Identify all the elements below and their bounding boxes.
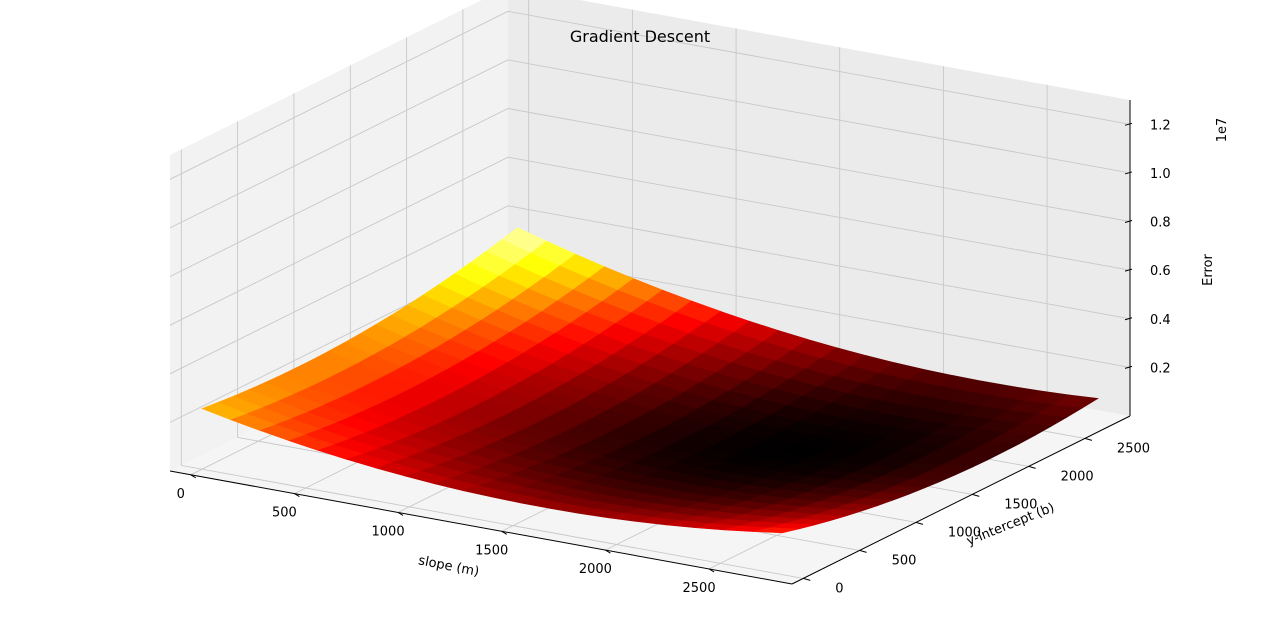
z-tick-mark xyxy=(1124,220,1133,224)
x-tick-mark xyxy=(397,512,404,516)
y-tick-label: 0 xyxy=(835,581,843,596)
left-pane xyxy=(170,0,508,471)
tick-labels: 0 500 1000 1500 2000 2500 0 500 1000 1500 2000 2500… xyxy=(177,118,1171,596)
x-tick-mark xyxy=(708,568,715,573)
z-gridline xyxy=(169,205,1131,375)
y-tick-label: 1000 xyxy=(948,525,981,540)
x-tick-label: 2500 xyxy=(683,581,716,596)
x-tick-label: 1500 xyxy=(475,543,508,558)
z-tick-label: 0.8 xyxy=(1150,216,1171,231)
error-surface xyxy=(201,227,1099,534)
z-tick-mark xyxy=(1124,122,1133,126)
x-tick-label: 0 xyxy=(177,487,185,502)
y-tick-label: 2000 xyxy=(1061,469,1094,484)
x-tick-mark xyxy=(294,493,300,498)
z-tick-mark xyxy=(1124,268,1133,272)
y-tick-label: 1500 xyxy=(1004,497,1037,512)
z-tick-label: 0.2 xyxy=(1150,361,1171,376)
y-tick-mark xyxy=(972,493,980,497)
y-tick-mark xyxy=(1084,437,1093,441)
y-tick-mark xyxy=(1028,465,1036,469)
z-tick-label: 0.6 xyxy=(1150,264,1171,279)
x-tick-mark xyxy=(501,530,507,535)
x-tick-mark xyxy=(605,549,611,554)
z-gridline xyxy=(169,156,1131,326)
y-tick-label: 2500 xyxy=(1117,441,1150,456)
z-gridline xyxy=(169,59,1131,229)
chart-title: Gradient Descent xyxy=(570,27,710,46)
z-gridline xyxy=(169,10,1131,180)
z-tick-label: 1.0 xyxy=(1150,167,1171,182)
z-gridline xyxy=(169,108,1131,277)
y-tick-mark xyxy=(803,577,811,581)
y-tick-mark xyxy=(915,521,924,525)
x-tick-label: 500 xyxy=(272,506,297,521)
x-tick-label: 1000 xyxy=(372,524,405,539)
z-tick-mark xyxy=(1124,365,1133,369)
surface-facet xyxy=(753,527,799,534)
y-gridline xyxy=(180,149,804,579)
x-tick-label: 2000 xyxy=(579,562,612,577)
y-tick-label: 500 xyxy=(892,553,917,568)
z-axis-offset-label: 1e7 xyxy=(1215,118,1230,143)
z-tick-label: 1.2 xyxy=(1150,118,1171,133)
y-tick-mark xyxy=(859,549,867,553)
z-axis-label: Error xyxy=(1201,254,1216,286)
x-axis-line xyxy=(169,470,793,585)
z-tick-mark xyxy=(1124,171,1133,175)
y-axis-line xyxy=(791,415,1131,585)
axis-lines xyxy=(169,100,1131,585)
z-tick-label: 0.4 xyxy=(1150,313,1171,328)
x-axis-label: slope (m) xyxy=(417,553,480,579)
z-tick-mark xyxy=(1124,317,1133,321)
x-tick-mark xyxy=(190,474,196,479)
